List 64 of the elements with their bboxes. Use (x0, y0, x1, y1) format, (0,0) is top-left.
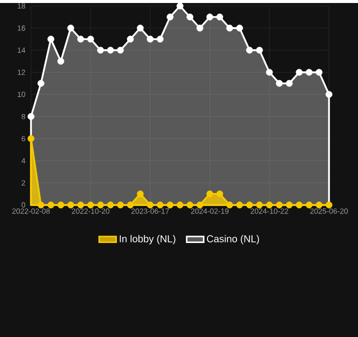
point (286, 80, 293, 87)
point (77, 36, 84, 43)
point (87, 36, 94, 43)
point (156, 36, 164, 43)
point (57, 58, 64, 65)
point (97, 46, 104, 54)
point (107, 202, 114, 208)
point (296, 68, 303, 76)
point (236, 24, 243, 32)
point (196, 24, 204, 32)
point (28, 135, 34, 142)
point (136, 24, 144, 32)
point (226, 24, 234, 32)
point (246, 202, 253, 208)
point (326, 202, 332, 208)
point (107, 46, 114, 54)
point (77, 202, 84, 208)
point (166, 14, 174, 20)
legend-label: Casino (NL) (206, 235, 259, 244)
point (266, 202, 273, 208)
point (266, 68, 273, 76)
point (38, 80, 44, 87)
point (136, 190, 144, 198)
point (126, 36, 134, 43)
point (47, 202, 54, 208)
point (226, 202, 234, 208)
point (316, 68, 322, 76)
point (67, 202, 74, 208)
point (186, 202, 194, 208)
point (196, 202, 204, 208)
point (176, 2, 184, 10)
point (276, 202, 283, 208)
point (326, 91, 332, 98)
point (117, 202, 124, 208)
point (316, 202, 322, 208)
point (186, 14, 194, 20)
point (117, 46, 124, 54)
point (216, 190, 224, 198)
point (57, 202, 64, 208)
point (146, 36, 154, 43)
point (276, 80, 283, 87)
point (236, 202, 243, 208)
point (306, 68, 313, 76)
point (256, 202, 263, 208)
point (146, 202, 154, 208)
point (216, 14, 224, 20)
point (156, 202, 164, 208)
point (286, 202, 293, 208)
point (206, 190, 214, 198)
point (67, 24, 74, 32)
point (306, 202, 313, 208)
point (256, 46, 263, 54)
point (166, 202, 174, 208)
legend-label: In lobby (NL) (120, 235, 176, 244)
point (296, 202, 303, 208)
point (38, 202, 44, 208)
point (206, 14, 214, 20)
point (176, 202, 184, 208)
point (126, 202, 134, 208)
point (246, 46, 253, 54)
point (97, 202, 104, 208)
point (28, 113, 34, 120)
point (87, 202, 94, 208)
point (47, 36, 54, 43)
